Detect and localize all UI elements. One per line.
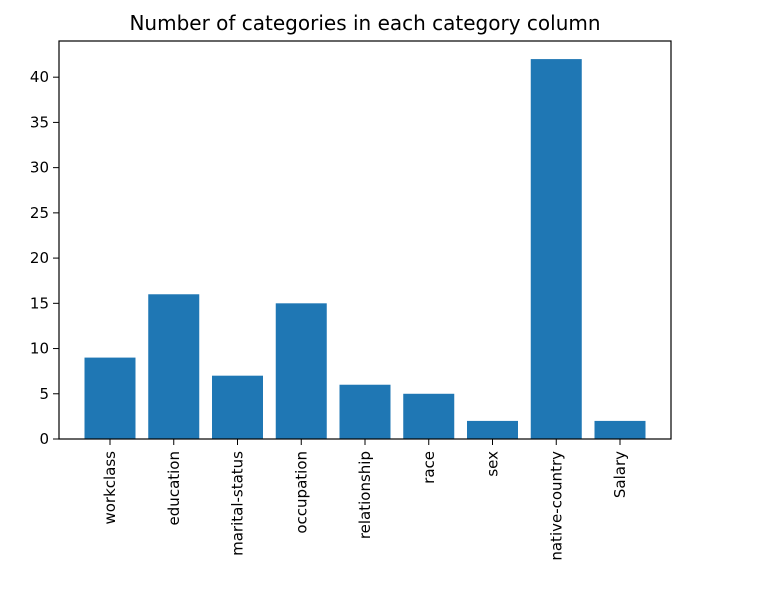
x-tick-label: education [165, 451, 183, 525]
y-tick-label: 40 [30, 68, 49, 86]
x-axis: workclass education marital-status occupati… [101, 439, 629, 561]
x-tick-label: native-country [547, 451, 565, 561]
y-tick-label: 30 [30, 159, 49, 177]
bar-sex [467, 420, 518, 439]
bar-relationship [339, 384, 391, 439]
x-tick-label: Salary [611, 451, 629, 498]
chart-title: Number of categories in each category co… [129, 11, 600, 35]
bar-workclass [84, 357, 136, 439]
bar-occupation [275, 303, 327, 439]
y-tick-label: 20 [30, 249, 49, 267]
x-tick-label: occupation [292, 451, 310, 534]
bar-marital-status [212, 375, 263, 439]
bar-salary [594, 420, 646, 439]
bar-native-country [530, 59, 582, 439]
x-tick-label: relationship [356, 451, 374, 539]
y-tick-label: 25 [30, 204, 49, 222]
y-axis: 0 5 10 15 20 25 30 35 40 [30, 68, 59, 448]
x-tick-label: sex [484, 451, 502, 477]
y-tick-label: 0 [39, 430, 49, 448]
y-tick-label: 15 [30, 294, 49, 312]
bars-group [84, 59, 646, 439]
y-tick-label: 35 [30, 113, 49, 131]
y-tick-label: 5 [39, 385, 49, 403]
x-tick-label: race [420, 451, 438, 484]
x-tick-label: workclass [101, 451, 119, 525]
x-tick-label: marital-status [229, 451, 247, 556]
bar-education [148, 294, 200, 439]
y-tick-label: 10 [30, 340, 49, 358]
bar-race [403, 393, 455, 439]
